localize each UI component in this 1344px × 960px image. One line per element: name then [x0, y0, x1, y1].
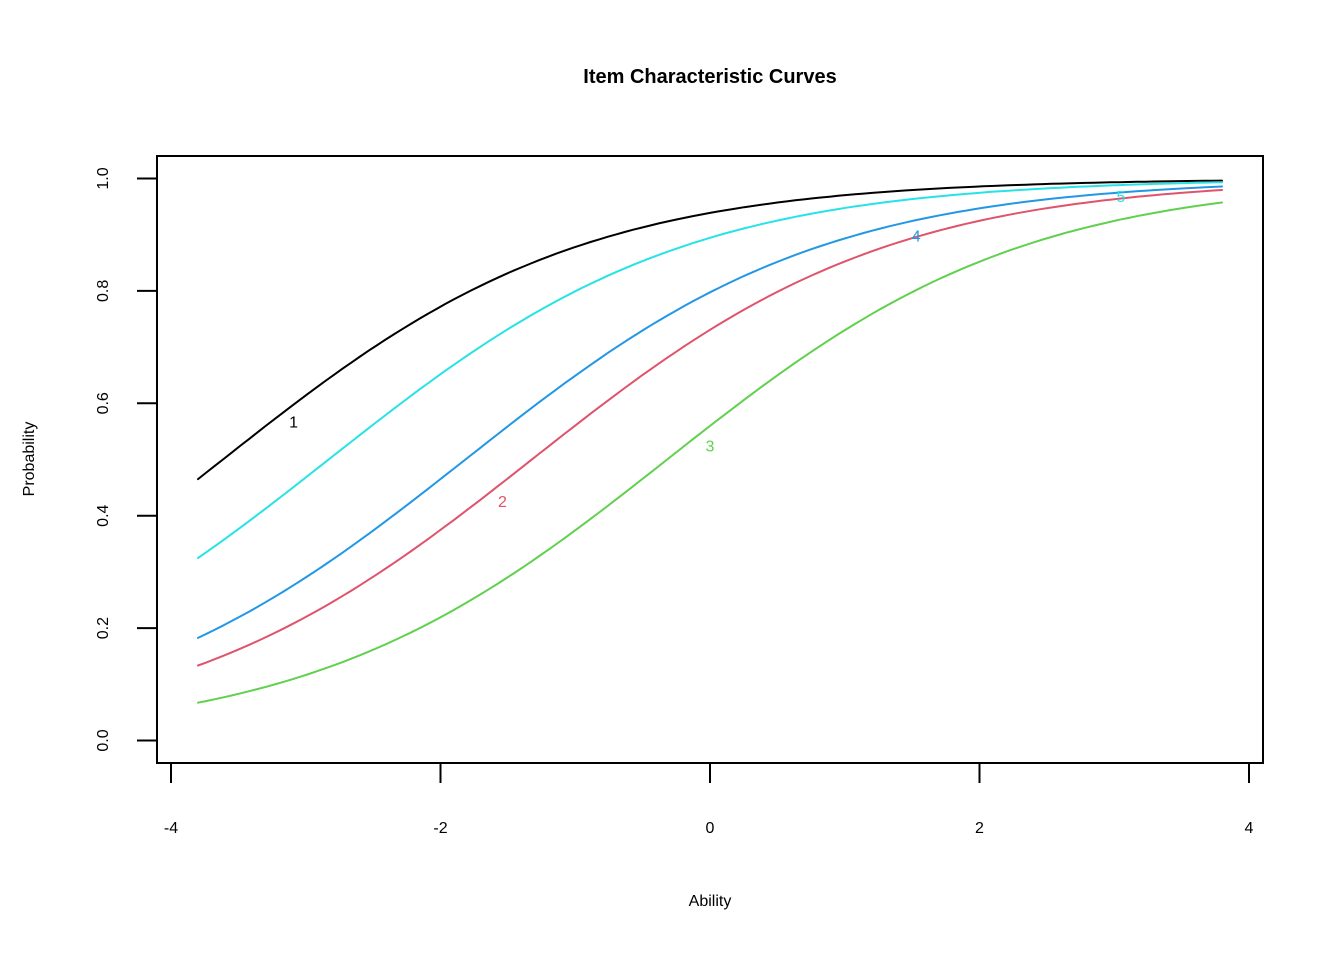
- curve-label-4: 4: [912, 228, 921, 245]
- curve-item-4: [197, 185, 1223, 639]
- curve-label-5: 5: [1117, 189, 1126, 206]
- curve-item-2: [197, 189, 1223, 667]
- plot-title: Item Characteristic Curves: [583, 66, 837, 88]
- x-tick-label: 0: [706, 820, 715, 837]
- plot-box: [156, 155, 1264, 764]
- y-tick-label: 1.0: [95, 167, 112, 189]
- y-tick-label: 0.0: [95, 729, 112, 751]
- y-tick-label: 0.8: [95, 280, 112, 302]
- curve-item-1: [197, 179, 1223, 481]
- curve-label-1: 1: [289, 414, 298, 431]
- x-tick-label: 2: [975, 820, 984, 837]
- y-tick-label: 0.2: [95, 617, 112, 639]
- curve-item-5: [197, 181, 1223, 559]
- curve-label-2: 2: [498, 494, 507, 511]
- curve-item-3: [197, 201, 1223, 704]
- x-tick-label: -2: [433, 820, 447, 837]
- y-tick-label: 0.6: [95, 392, 112, 414]
- x-axis-title: Ability: [688, 893, 732, 910]
- y-tick-label: 0.4: [95, 504, 112, 526]
- x-tick-label: 4: [1245, 820, 1254, 837]
- x-tick-label: -4: [164, 820, 178, 837]
- curve-label-3: 3: [706, 439, 715, 456]
